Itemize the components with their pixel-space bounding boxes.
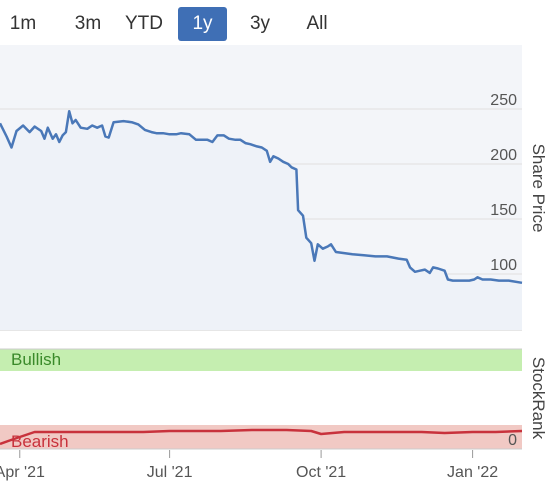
bearish-label: Bearish [11, 432, 69, 451]
date-tick-label: Oct '21 [296, 464, 346, 481]
range-button-ytd[interactable]: YTD [125, 13, 163, 34]
date-tick-label: Apr '21 [0, 464, 45, 481]
bullish-label: Bullish [11, 350, 61, 369]
price-tick-label: 150 [490, 202, 517, 219]
stockrank-axis-title: StockRank [529, 357, 548, 440]
range-button-1m[interactable]: 1m [9, 13, 37, 34]
date-tick-label: Jan '22 [447, 464, 498, 481]
rank-tick-label: 0 [508, 432, 517, 449]
price-tick-label: 100 [490, 257, 517, 274]
stockrank-panel: Bullish Bearish 0 StockRank [0, 348, 548, 451]
stockrank-line [0, 428, 523, 446]
price-tick-label: 200 [490, 147, 517, 164]
price-tick-label: 250 [490, 92, 517, 109]
range-button-3m[interactable]: 3m [74, 13, 102, 34]
range-selector: 1m 3m YTD 1y 3y All [0, 0, 556, 44]
date-axis: Apr '21 Jul '21 Oct '21 Jan '22 [0, 450, 498, 481]
bearish-band [0, 425, 522, 449]
share-price-axis-title: Share Price [529, 144, 548, 233]
range-button-1y[interactable]: 1y [178, 7, 227, 41]
range-button-all[interactable]: All [306, 13, 328, 34]
bullish-band [0, 349, 522, 371]
share-price-panel: 50100150200250Share Price [0, 45, 548, 331]
range-button-3y[interactable]: 3y [249, 13, 271, 34]
price-area [0, 111, 522, 330]
date-tick-label: Jul '21 [147, 464, 193, 481]
share-price-line [0, 109, 523, 285]
